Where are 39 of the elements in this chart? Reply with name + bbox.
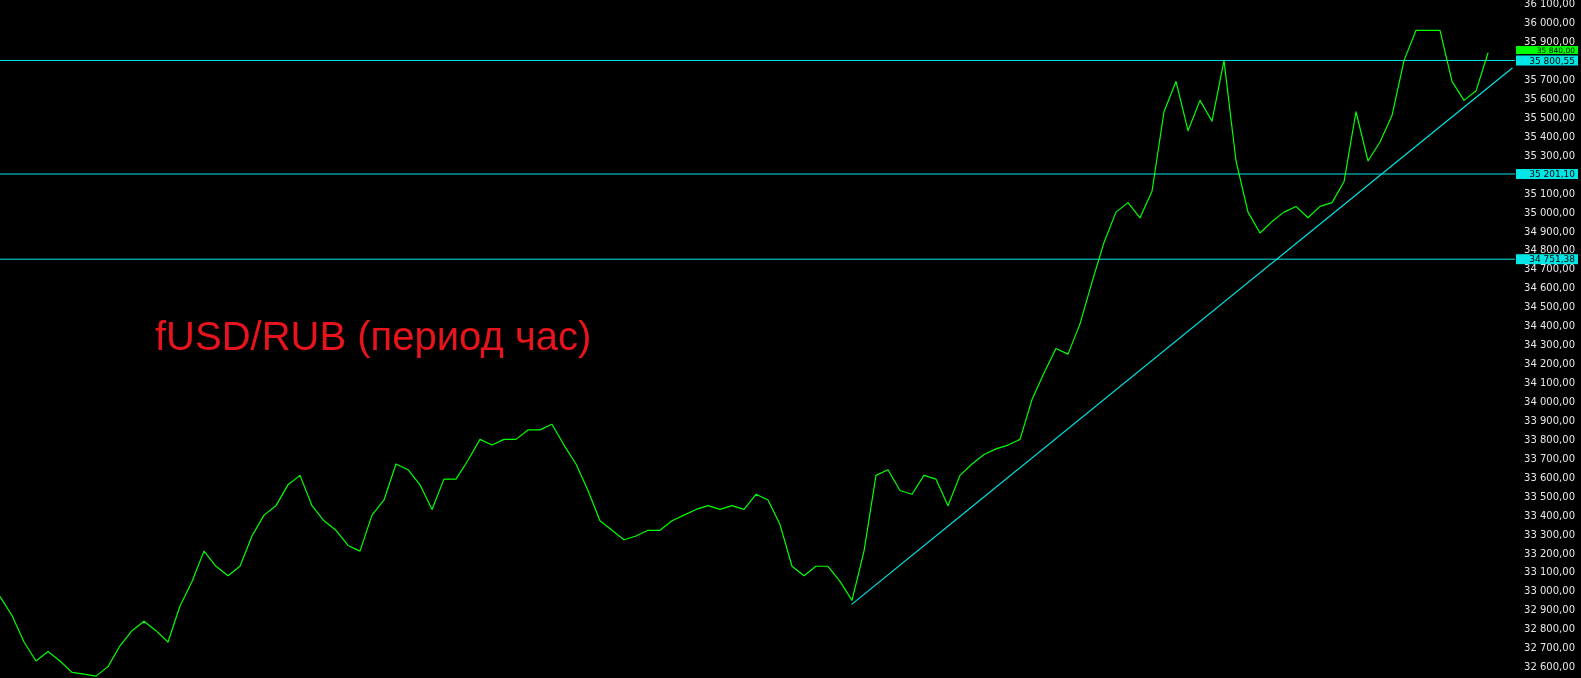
y-tick-label: 34 700,00: [1524, 263, 1575, 275]
y-tick-label: 32 900,00: [1524, 604, 1575, 616]
line-series: [0, 29, 1489, 677]
y-tick-label: 34 100,00: [1524, 377, 1575, 389]
y-tick-label: 34 900,00: [1524, 225, 1575, 237]
y-tick-label: 35 500,00: [1524, 111, 1575, 123]
y-tick-label: 33 100,00: [1524, 566, 1575, 578]
y-tick-label: 35 600,00: [1524, 92, 1575, 104]
y-tick-label: 33 500,00: [1524, 490, 1575, 502]
y-tick-label: 35 400,00: [1524, 130, 1575, 142]
y-tick-label: 36 000,00: [1524, 17, 1575, 29]
y-tick-label: 35 900,00: [1524, 36, 1575, 48]
y-tick-label: 33 600,00: [1524, 471, 1575, 483]
y-tick-label: 34 300,00: [1524, 339, 1575, 351]
y-tick-label: 33 700,00: [1524, 452, 1575, 464]
y-tick-label: 34 600,00: [1524, 282, 1575, 294]
y-tick-label: 34 200,00: [1524, 358, 1575, 370]
text: fUSD/RUB (период час): [155, 314, 592, 358]
y-tick-label: 32 800,00: [1524, 623, 1575, 635]
y-tick-label: 34 800,00: [1524, 244, 1575, 256]
y-tick-label: 32 600,00: [1524, 661, 1575, 673]
y-tick-label: 33 800,00: [1524, 433, 1575, 445]
y-tick-label: 34 000,00: [1524, 396, 1575, 407]
y-tick-label: 35 100,00: [1524, 187, 1575, 199]
y-tick-label: 34 400,00: [1524, 320, 1575, 332]
y-tick-label: 33 900,00: [1524, 414, 1575, 426]
ref-line-label: 35 201,10: [1529, 169, 1576, 180]
y-tick-label: 36 100,00: [1524, 0, 1575, 10]
y-tick-label: 33 300,00: [1524, 528, 1575, 540]
y-tick-label: 33 000,00: [1524, 585, 1575, 597]
y-tick-label: 35 000,00: [1524, 206, 1575, 218]
y-tick-label: 35 300,00: [1524, 149, 1575, 161]
y-tick-label: 33 200,00: [1524, 547, 1575, 559]
ref-line-label: 35 800,55: [1529, 55, 1575, 66]
y-tick-label: 33 400,00: [1524, 509, 1575, 521]
y-tick-label: 32 700,00: [1524, 642, 1575, 654]
y-tick-label: 34 500,00: [1524, 301, 1575, 313]
ref-line-label: 34 751,38: [1529, 254, 1576, 265]
y-tick-label: 35 700,00: [1524, 74, 1575, 86]
